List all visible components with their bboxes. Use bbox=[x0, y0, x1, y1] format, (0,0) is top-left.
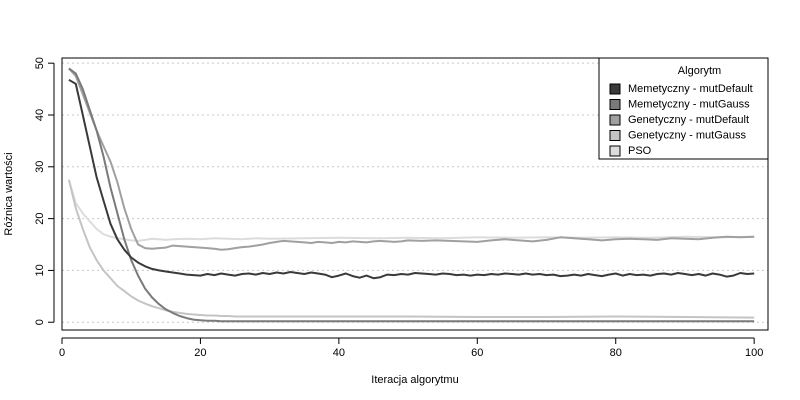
legend-label-0: Memetyczny - mutDefault bbox=[628, 83, 753, 95]
legend-swatch-1 bbox=[609, 99, 621, 110]
series-line-4 bbox=[67, 179, 755, 242]
x-tick-label-5: 100 bbox=[745, 347, 763, 359]
y-tick-label-4: 40 bbox=[34, 109, 46, 121]
legend-title: Algorytm bbox=[678, 65, 721, 77]
x-tick-label-4: 80 bbox=[610, 347, 622, 359]
legend-label-1: Memetyczny - mutGauss bbox=[628, 98, 750, 110]
legend-swatch-0 bbox=[609, 83, 621, 95]
legend-label-2: Genetyczny - mutDefault bbox=[628, 114, 749, 126]
legend-items: Memetyczny - mutDefault Memetyczny - mutG… bbox=[609, 83, 753, 157]
x-tick-label-2: 40 bbox=[333, 347, 345, 359]
legend-swatch-3 bbox=[609, 130, 621, 141]
y-axis-title: Różnica wartości bbox=[3, 152, 15, 235]
x-axis: 0 20 40 60 80 100 bbox=[59, 337, 763, 359]
x-tick-label-3: 60 bbox=[471, 347, 483, 359]
legend-swatch-4 bbox=[609, 145, 621, 157]
legend-label-3: Genetyczny - mutGauss bbox=[628, 129, 746, 141]
legend-swatch-2 bbox=[609, 114, 621, 126]
series-lines bbox=[67, 67, 755, 323]
y-tick-label-1: 10 bbox=[34, 264, 46, 276]
y-tick-label-2: 20 bbox=[34, 212, 46, 224]
x-tick-label-0: 0 bbox=[59, 347, 65, 359]
legend-label-4: PSO bbox=[628, 145, 652, 157]
y-axis: 0 10 20 30 40 50 bbox=[34, 57, 55, 325]
series-line-0 bbox=[68, 78, 755, 280]
series-line-1 bbox=[68, 67, 755, 323]
series-line-3 bbox=[67, 179, 755, 319]
legend-box bbox=[598, 57, 769, 160]
legend: Algorytm Memetyczny - mutDefaultMemetycz… bbox=[598, 57, 769, 160]
plot-frame bbox=[61, 57, 769, 331]
y-tick-label-0: 0 bbox=[34, 319, 46, 325]
x-axis-title: Iteracja algorytmu bbox=[371, 374, 458, 386]
y-tick-label-3: 30 bbox=[34, 161, 46, 173]
series-line-2 bbox=[68, 67, 755, 251]
y-tick-label-5: 50 bbox=[34, 57, 46, 69]
x-tick-label-1: 20 bbox=[194, 347, 206, 359]
